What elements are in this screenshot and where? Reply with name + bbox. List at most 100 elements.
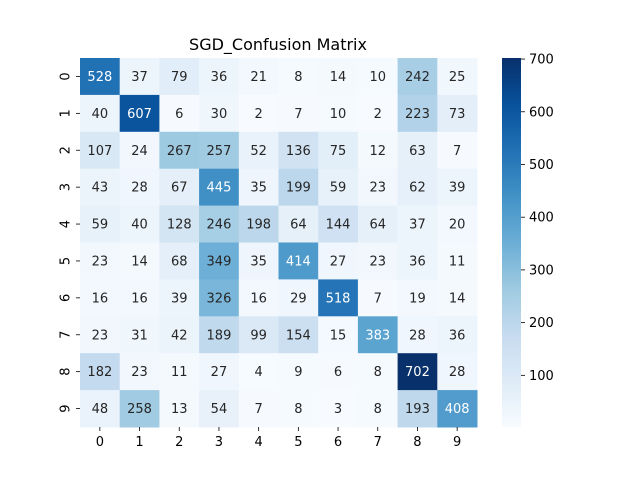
cell-value-label: 25 [449, 70, 466, 85]
heatmap-cell [357, 205, 399, 243]
cell-value-label: 23 [92, 254, 109, 269]
heatmap-cell [437, 390, 478, 428]
cell-value-label: 28 [409, 328, 426, 343]
cell-value-label: 7 [255, 402, 263, 417]
chart-title: SGD_Confusion Matrix [189, 35, 367, 55]
cell-value-label: 4 [255, 365, 263, 380]
x-tick-label: 1 [135, 435, 143, 450]
colorbar-tick-label: 200 [529, 316, 554, 331]
heatmap-cell [397, 94, 438, 133]
heatmap-cell [278, 94, 319, 133]
cell-value-label: 15 [330, 328, 347, 343]
heatmap-cell [318, 279, 359, 317]
heatmap-cell [397, 390, 438, 428]
cell-value-label: 43 [92, 181, 109, 196]
y-tick-label: 6 [59, 294, 74, 302]
heatmap-cell [357, 58, 399, 96]
heatmap-cell [238, 94, 279, 133]
y-tick-label: 3 [59, 183, 74, 191]
cell-value-label: 52 [250, 144, 267, 159]
heatmap-cell [437, 242, 478, 280]
x-tick-label: 9 [453, 435, 461, 450]
cell-value-label: 198 [246, 218, 271, 233]
cell-value-label: 14 [131, 254, 148, 269]
y-tick-label: 0 [59, 72, 74, 80]
heatmap-cell [278, 205, 319, 243]
cell-value-label: 99 [250, 328, 267, 343]
cell-value-label: 79 [171, 70, 188, 85]
cell-value-label: 9 [294, 365, 302, 380]
cell-value-label: 28 [131, 181, 148, 196]
heatmap-cell [238, 316, 279, 354]
heatmap-cell [80, 168, 121, 207]
heatmap-cell [159, 353, 200, 391]
cell-value-label: 12 [369, 144, 386, 159]
heatmap-cell [318, 168, 359, 207]
cell-value-label: 258 [127, 402, 152, 417]
y-tick-label: 9 [59, 404, 74, 412]
heatmap-cell [159, 58, 200, 96]
heatmap-cell [437, 58, 478, 96]
cell-value-label: 154 [286, 328, 311, 343]
heatmap-cell [80, 131, 121, 170]
cell-value-label: 8 [374, 365, 382, 380]
cell-value-label: 31 [131, 328, 148, 343]
colorbar-gradient [502, 58, 521, 427]
heatmap-cell [278, 353, 319, 391]
heatmap-cell [159, 242, 200, 280]
heatmap-cell [357, 94, 399, 133]
cell-value-label: 267 [167, 144, 192, 159]
heatmap-cell [238, 390, 279, 428]
cell-value-label: 16 [92, 291, 109, 306]
heatmap-cell [318, 205, 359, 243]
x-tick-label: 2 [175, 435, 183, 450]
heatmap-cell [397, 168, 438, 207]
heatmap-cell [397, 131, 438, 170]
heatmap-cell [278, 168, 319, 207]
cell-value-label: 39 [171, 291, 188, 306]
cell-value-label: 11 [171, 365, 188, 380]
heatmap-cell [159, 168, 200, 207]
x-axis: 0 1 2 3 4 5 6 7 8 9 [96, 427, 461, 450]
heatmap-cell [238, 168, 279, 207]
heatmap-cell [318, 94, 359, 133]
cell-value-label: 16 [131, 291, 148, 306]
colorbar-tick-label: 100 [529, 369, 554, 384]
cell-value-label: 6 [334, 365, 342, 380]
heatmap-cell [437, 168, 478, 207]
cell-value-label: 702 [405, 365, 430, 380]
x-tick-label: 7 [374, 435, 382, 450]
heatmap-cell [318, 353, 359, 391]
heatmap-cell [159, 316, 200, 354]
cell-value-label: 30 [211, 107, 228, 122]
cell-value-label: 7 [453, 144, 461, 159]
heatmap-cell [159, 205, 200, 243]
cell-value-label: 59 [92, 218, 109, 233]
cell-value-label: 36 [409, 254, 426, 269]
heatmap-cell [278, 242, 319, 280]
heatmap-cell [437, 131, 478, 170]
cell-value-label: 27 [330, 254, 347, 269]
cell-value-label: 383 [365, 328, 390, 343]
heatmap-cell [238, 279, 279, 317]
cell-value-label: 73 [449, 107, 466, 122]
cell-value-label: 349 [207, 254, 232, 269]
heatmap-cell [318, 58, 359, 96]
cell-value-label: 75 [330, 144, 347, 159]
y-tick-label: 4 [59, 220, 74, 228]
cell-value-label: 414 [286, 254, 311, 269]
cell-value-label: 64 [290, 218, 307, 233]
heatmap-cell [278, 390, 319, 428]
cell-value-label: 8 [374, 402, 382, 417]
colorbar-tick-label: 500 [529, 158, 554, 173]
cell-value-label: 29 [290, 291, 307, 306]
heatmap-cell [278, 279, 319, 317]
cell-value-label: 48 [92, 402, 109, 417]
cell-value-label: 23 [92, 328, 109, 343]
cell-value-label: 607 [127, 107, 152, 122]
cell-value-label: 10 [369, 70, 386, 85]
cell-value-label: 36 [211, 70, 228, 85]
cell-value-label: 40 [131, 218, 148, 233]
heatmap-cell [119, 242, 160, 280]
